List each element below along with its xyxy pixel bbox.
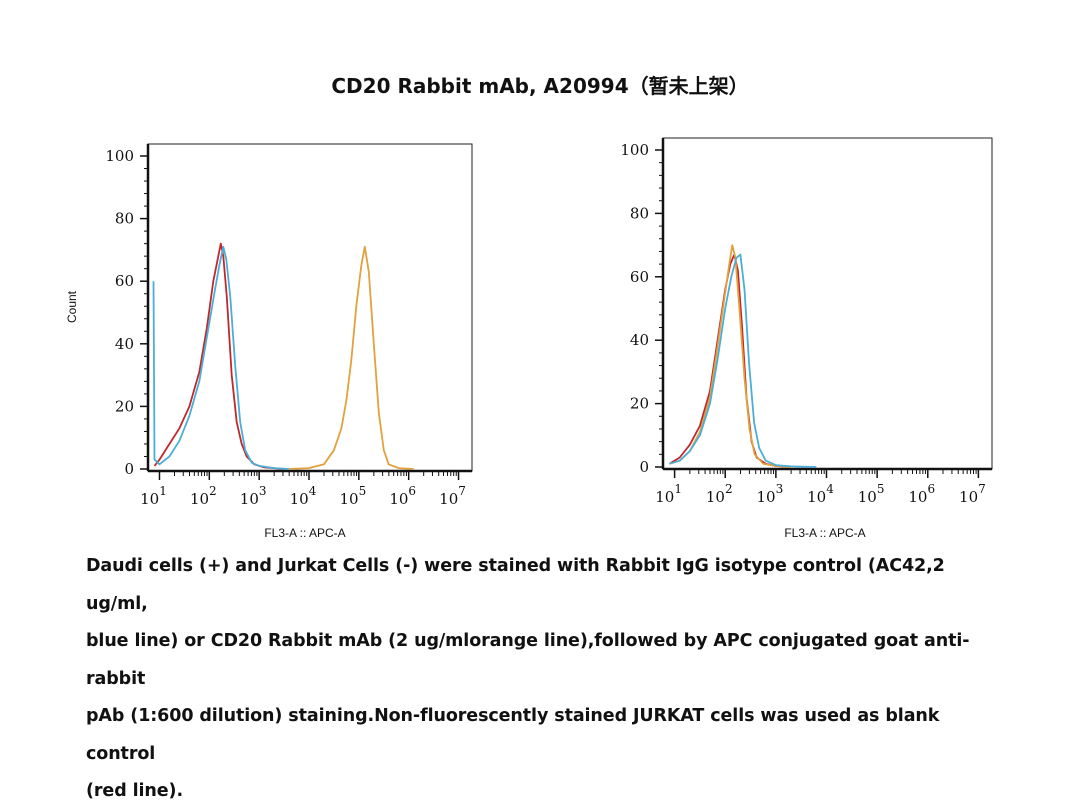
orange-histogram-line [289,245,414,470]
x-tick-base: 10 [389,490,408,508]
orange-histogram-line [669,244,792,468]
plot-frame [662,137,993,470]
y-tick-label: 20 [115,397,134,415]
x-tick-exponent: 1 [674,482,682,496]
x-tick-exponent: 2 [209,484,217,498]
y-tick-label: 80 [115,210,134,228]
y-tick-label: 0 [639,458,649,476]
x-tick-label: 101 [140,484,167,508]
y-tick-label: 0 [124,460,134,478]
x-tick-label: 106 [908,482,935,506]
x-tick-label: 105 [339,484,366,508]
x-tick-base: 10 [190,490,209,508]
caption-line: Daudi cells (+) and Jurkat Cells (-) wer… [86,556,945,614]
x-tick-base: 10 [756,488,775,506]
x-tick-base: 10 [908,488,927,506]
y-tick-label: 40 [630,331,649,349]
x-tick-base: 10 [807,488,826,506]
x-tick-label: 106 [389,484,416,508]
caption-line: (red line). [86,781,183,801]
x-tick-label: 102 [706,482,733,506]
x-tick-exponent: 6 [927,482,935,496]
x-tick-exponent: 2 [725,482,733,496]
x-tick-label: 103 [240,484,267,508]
red-histogram-line [153,242,285,470]
blue-histogram-line [669,253,817,468]
y-tick-label: 60 [115,272,134,290]
x-tick-exponent: 5 [877,482,885,496]
x-axis-label: FL3-A :: APC-A [784,526,865,540]
x-tick-label: 107 [959,482,986,506]
x-tick-label: 101 [655,482,682,506]
y-tick-label: 80 [630,204,649,222]
x-tick-base: 10 [140,490,159,508]
x-tick-exponent: 5 [359,484,367,498]
y-tick-label: 40 [115,335,134,353]
x-tick-exponent: 3 [776,482,784,496]
x-tick-exponent: 6 [408,484,416,498]
x-tick-label: 107 [439,484,466,508]
y-tick-label: 100 [105,147,134,165]
x-tick-base: 10 [290,490,309,508]
x-tick-base: 10 [706,488,725,506]
blue-histogram-line [152,245,290,470]
x-tick-label: 103 [756,482,783,506]
x-tick-exponent: 7 [458,484,466,498]
caption-line: pAb (1:600 dilution) staining.Non-fluore… [86,706,940,764]
y-axis-label: Count [65,290,79,323]
x-tick-exponent: 7 [978,482,986,496]
x-tick-exponent: 4 [309,484,317,498]
x-tick-base: 10 [858,488,877,506]
plot-frame [147,143,473,472]
x-tick-label: 104 [290,484,317,508]
caption-line: blue line) or CD20 Rabbit mAb (2 ug/mlor… [86,631,970,689]
y-tick-label: 60 [630,268,649,286]
x-tick-label: 105 [858,482,885,506]
x-tick-base: 10 [439,490,458,508]
x-tick-base: 10 [655,488,674,506]
x-tick-exponent: 4 [826,482,834,496]
x-tick-exponent: 3 [259,484,267,498]
page-title: CD20 Rabbit mAb, A20994（暂未上架） [331,74,749,98]
x-tick-base: 10 [240,490,259,508]
x-tick-base: 10 [959,488,978,506]
x-tick-label: 102 [190,484,217,508]
y-tick-label: 100 [620,141,649,159]
y-tick-label: 20 [630,395,649,413]
x-tick-base: 10 [339,490,358,508]
x-tick-exponent: 1 [159,484,167,498]
figure-caption: Daudi cells (+) and Jurkat Cells (-) wer… [86,548,1011,811]
x-axis-label: FL3-A :: APC-A [264,526,345,540]
x-tick-label: 104 [807,482,834,506]
